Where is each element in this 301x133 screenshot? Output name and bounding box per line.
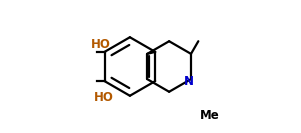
Text: Me: Me	[200, 109, 219, 122]
Text: N: N	[183, 75, 194, 88]
Text: HO: HO	[91, 38, 111, 51]
Text: HO: HO	[94, 91, 114, 104]
